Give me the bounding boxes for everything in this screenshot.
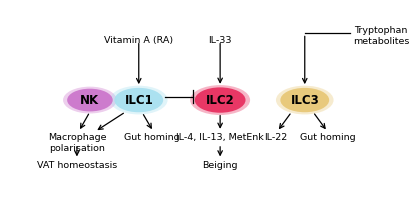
Text: ILC1: ILC1 <box>124 93 153 107</box>
Text: IL-33: IL-33 <box>208 36 232 45</box>
Text: VAT homeostasis: VAT homeostasis <box>37 161 117 170</box>
Text: Gut homing: Gut homing <box>300 133 355 142</box>
Text: Beiging: Beiging <box>202 161 238 170</box>
Text: NK: NK <box>80 93 100 107</box>
Text: Macrophage
polarisation: Macrophage polarisation <box>47 133 106 153</box>
Text: ILC3: ILC3 <box>290 93 319 107</box>
Circle shape <box>195 87 246 113</box>
Circle shape <box>190 85 250 115</box>
Circle shape <box>110 86 168 114</box>
Circle shape <box>276 86 333 114</box>
Text: IL-22: IL-22 <box>264 133 287 142</box>
Circle shape <box>67 89 113 111</box>
Text: ILC2: ILC2 <box>206 93 234 107</box>
Text: Vitamin A (RA): Vitamin A (RA) <box>104 36 173 45</box>
Text: Tryptophan
metabolites: Tryptophan metabolites <box>354 26 410 46</box>
Circle shape <box>281 88 329 112</box>
Circle shape <box>63 87 117 114</box>
Text: IL-4, IL-13, MetEnk: IL-4, IL-13, MetEnk <box>176 133 264 142</box>
Circle shape <box>114 88 163 112</box>
Text: Gut homing: Gut homing <box>124 133 180 142</box>
